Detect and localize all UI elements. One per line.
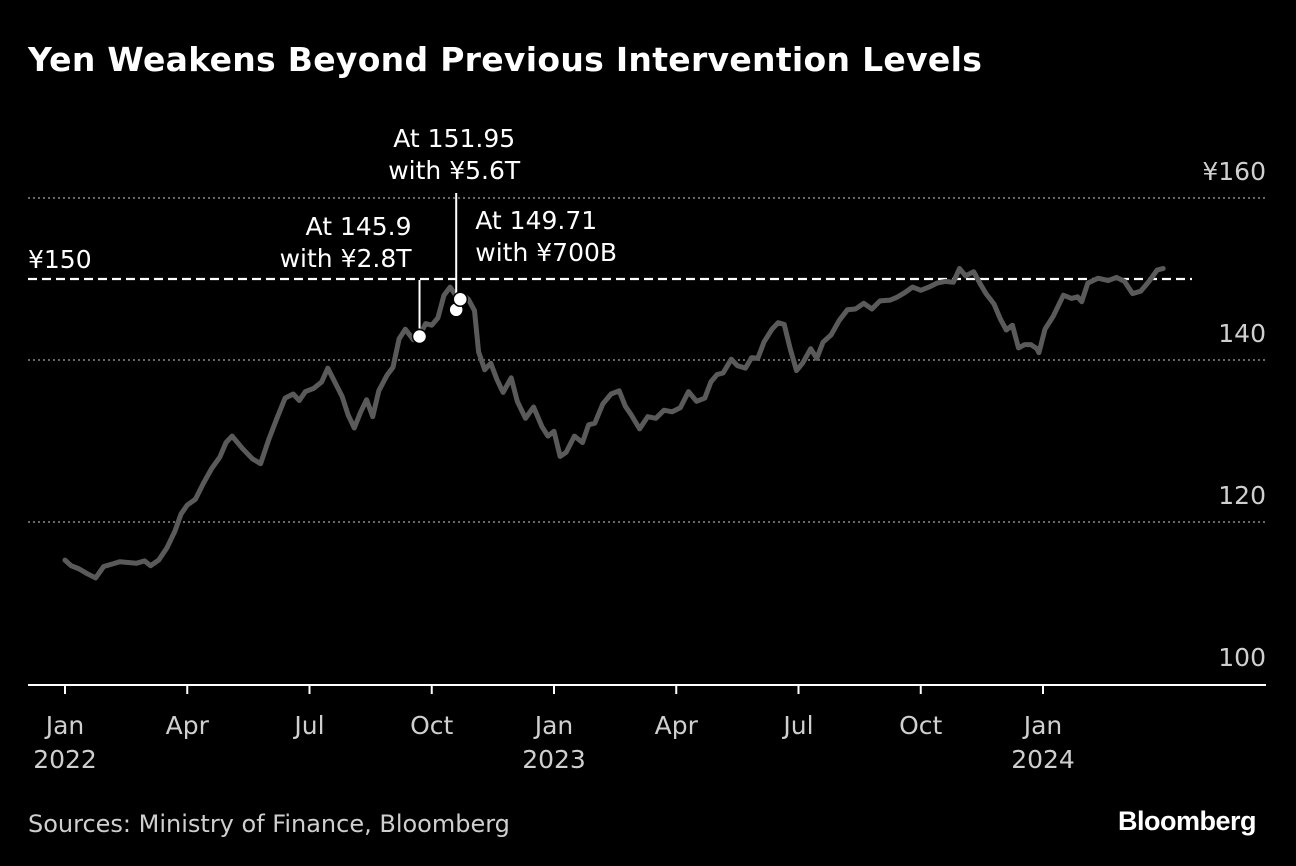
source-note: Sources: Ministry of Finance, Bloomberg (28, 810, 510, 838)
x-tick-year-label: 2023 (522, 745, 586, 774)
y-tick-label: ¥160 (1202, 157, 1266, 186)
annotation-label: with ¥700B (475, 238, 617, 267)
y-tick-label: 140 (1218, 319, 1266, 348)
x-tick-year-label: 2022 (33, 745, 97, 774)
intervention-marker (411, 328, 428, 345)
bloomberg-logo: Bloomberg (1117, 806, 1257, 836)
x-tick-label: Apr (166, 711, 210, 740)
y-tick-label: 120 (1218, 481, 1266, 510)
annotation-label: At 145.9 (306, 212, 412, 241)
y-tick-label: 100 (1218, 643, 1266, 672)
x-tick-label: Jul (292, 711, 324, 740)
x-tick-label: Jul (781, 711, 813, 740)
grid-layer: ¥160 140 120 100 (28, 157, 1266, 672)
annotations-layer: At 145.9 with ¥2.8T At 151.95 with ¥5.6T At … (280, 124, 617, 345)
reference-line-label: ¥150 (28, 245, 92, 274)
x-tick-year-label: 2024 (1011, 745, 1075, 774)
annotation-label: At 149.71 (475, 206, 597, 235)
x-axis: Jan 2022 Apr Jul Oct Jan 2023 Apr Jul Oct Jan 2024 (28, 684, 1266, 774)
annotation-label: At 151.95 (393, 124, 515, 153)
x-tick-label: Oct (410, 711, 453, 740)
series-line-usdjpy (62, 266, 1166, 581)
x-tick-label: Jan (1022, 711, 1063, 740)
x-tick-label: Jan (533, 711, 574, 740)
intervention-marker (452, 291, 469, 307)
x-tick-label: Oct (899, 711, 942, 740)
chart-title: Yen Weakens Beyond Previous Intervention… (28, 40, 983, 79)
annotation-label: with ¥2.8T (280, 244, 413, 273)
annotation-label: with ¥5.6T (388, 156, 521, 185)
reference-layer: ¥150 (28, 245, 1192, 281)
x-tick-label: Apr (655, 711, 699, 740)
series-layer (62, 266, 1166, 581)
x-tick-label: Jan (44, 711, 85, 740)
